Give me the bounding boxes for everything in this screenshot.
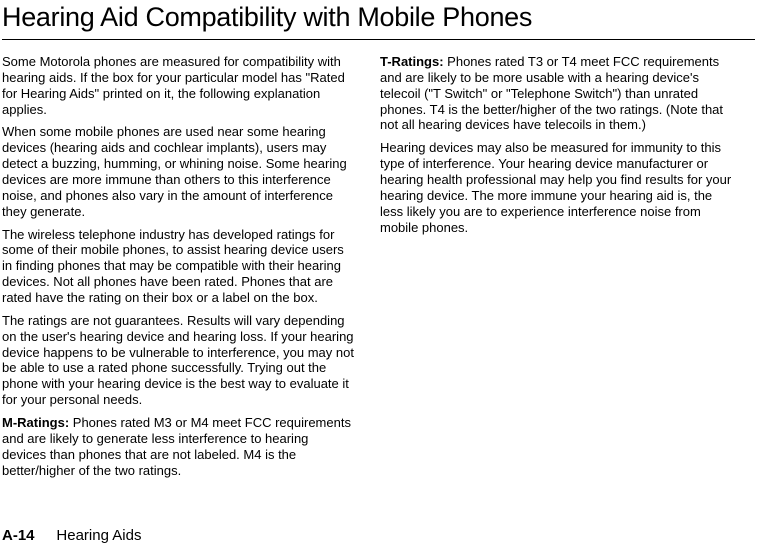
left-p3: The wireless telephone industry has deve… — [2, 227, 356, 306]
left-p5: M-Ratings: Phones rated M3 or M4 meet FC… — [2, 415, 356, 478]
m-ratings-label: M-Ratings: — [2, 415, 69, 430]
body-columns: Some Motorola phones are measured for co… — [0, 54, 757, 485]
page-section: Hearing Aids — [56, 527, 141, 544]
t-ratings-label: T-Ratings: — [380, 54, 444, 69]
right-column: T-Ratings: Phones rated T3 or T4 meet FC… — [380, 54, 734, 485]
right-p1: T-Ratings: Phones rated T3 or T4 meet FC… — [380, 54, 734, 133]
left-p2: When some mobile phones are used near so… — [2, 124, 356, 219]
right-p2: Hearing devices may also be measured for… — [380, 140, 734, 235]
page-title: Hearing Aid Compatibility with Mobile Ph… — [0, 0, 757, 39]
title-rule — [2, 39, 755, 40]
left-p4: The ratings are not guarantees. Results … — [2, 313, 356, 408]
page-footer: A-14 Hearing Aids — [2, 527, 141, 544]
page-number: A-14 — [2, 527, 35, 544]
left-p1: Some Motorola phones are measured for co… — [2, 54, 356, 117]
left-column: Some Motorola phones are measured for co… — [2, 54, 356, 485]
